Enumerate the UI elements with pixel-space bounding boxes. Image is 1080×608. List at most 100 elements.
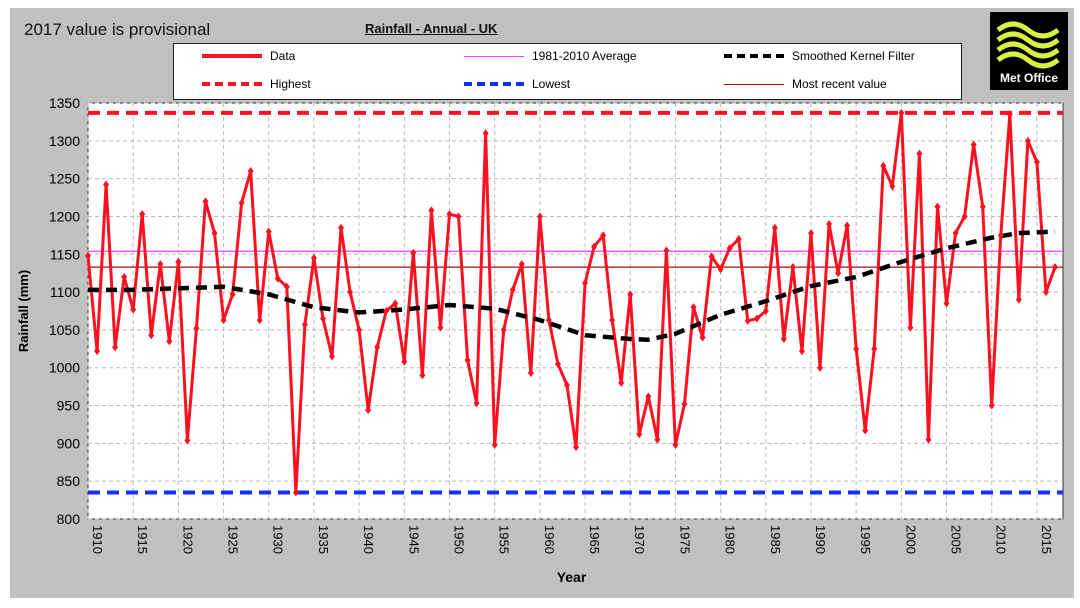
data-point	[184, 436, 191, 445]
y-tick-label: 1050	[49, 322, 80, 338]
data-point	[988, 401, 995, 410]
legend-lowest: Lowest	[464, 77, 570, 91]
data-point	[464, 356, 471, 365]
data-point	[202, 197, 209, 206]
x-tick-label: 1920	[180, 525, 195, 554]
data-point	[554, 359, 561, 368]
data-point	[726, 244, 733, 253]
data-point	[798, 347, 805, 356]
data-point	[997, 231, 1004, 240]
data-point	[753, 314, 760, 323]
data-point	[1024, 136, 1031, 145]
data-point	[708, 252, 715, 261]
data-point	[112, 343, 119, 352]
data-point	[229, 290, 236, 299]
data-point	[85, 251, 91, 260]
x-tick-label: 1975	[677, 525, 692, 554]
data-point	[94, 347, 101, 356]
x-tick-label: 2000	[903, 525, 918, 554]
data-point	[970, 140, 977, 149]
data-point	[880, 161, 887, 170]
data-point	[563, 381, 570, 390]
x-tick-label: 1950	[451, 525, 466, 554]
data-point	[699, 333, 706, 342]
data-point	[871, 344, 878, 353]
data-point	[762, 307, 769, 315]
data-point	[220, 316, 227, 325]
data-point	[482, 129, 489, 138]
data-point	[916, 149, 923, 158]
y-tick-label: 1200	[49, 208, 80, 224]
data-point	[826, 220, 833, 229]
x-tick-label: 1995	[858, 525, 873, 554]
data-point	[265, 227, 272, 236]
data-point	[193, 324, 200, 333]
data-point	[130, 305, 137, 314]
data-point	[844, 221, 851, 230]
y-tick-label: 1150	[50, 246, 80, 262]
data-point	[672, 440, 679, 449]
data-point	[518, 260, 525, 269]
x-tick-label: 1960	[542, 525, 557, 554]
data-point	[636, 430, 643, 439]
provisional-note: 2017 value is provisional	[24, 20, 211, 39]
data-point	[175, 257, 182, 266]
data-point	[274, 274, 281, 283]
data-point	[780, 334, 787, 343]
data-point	[283, 282, 290, 291]
chart-title: Rainfall - Annual - UK	[365, 21, 498, 36]
data-point	[952, 229, 959, 238]
plot-area	[87, 102, 1064, 520]
x-tick-label: 2005	[949, 525, 964, 554]
data-point	[789, 263, 796, 272]
data-point	[356, 325, 363, 334]
y-tick-label: 850	[57, 473, 81, 489]
data-point	[1006, 110, 1013, 119]
y-tick-label: 1250	[49, 171, 80, 187]
data-line	[86, 112, 1057, 493]
data-point	[509, 285, 516, 294]
data-point	[925, 435, 932, 444]
data-point	[862, 426, 869, 435]
x-tick-label: 1940	[361, 525, 376, 554]
data-point	[898, 108, 905, 117]
x-tick-label: 1980	[723, 525, 738, 554]
data-point	[853, 344, 860, 353]
data-point	[943, 299, 950, 308]
data-point	[139, 210, 146, 219]
data-point	[618, 378, 625, 387]
data-point	[690, 303, 697, 312]
data-point	[591, 242, 598, 251]
met-office-logo: Met Office	[990, 12, 1068, 90]
data-point	[835, 269, 842, 278]
data-point	[446, 210, 453, 219]
data-point	[536, 212, 543, 221]
data-point	[365, 406, 372, 415]
data-point	[961, 212, 968, 221]
data-point	[600, 231, 607, 240]
data-point	[1015, 295, 1022, 304]
data-point	[500, 325, 507, 334]
x-tick-label: 1910	[90, 525, 105, 554]
data-point	[573, 443, 580, 452]
x-tick-label: 2010	[994, 525, 1009, 554]
data-point	[1042, 288, 1049, 297]
y-tick-label: 1300	[49, 133, 80, 149]
data-point	[166, 337, 173, 346]
data-point	[410, 248, 417, 257]
data-point	[428, 206, 435, 215]
x-tick-label: 1985	[768, 525, 783, 554]
y-tick-label: 1100	[50, 284, 80, 300]
legend-smoothed: Smoothed Kernel Filter	[724, 49, 915, 63]
data-point	[545, 316, 552, 325]
data-point	[329, 352, 336, 361]
data-point	[392, 299, 399, 308]
data-point	[934, 202, 941, 211]
legend-data: Data	[202, 49, 295, 63]
x-tick-label: 1930	[271, 525, 286, 554]
data-point	[627, 290, 634, 299]
legend-recent: Most recent value	[724, 77, 887, 91]
data-point	[771, 223, 778, 232]
data-point	[527, 369, 534, 378]
